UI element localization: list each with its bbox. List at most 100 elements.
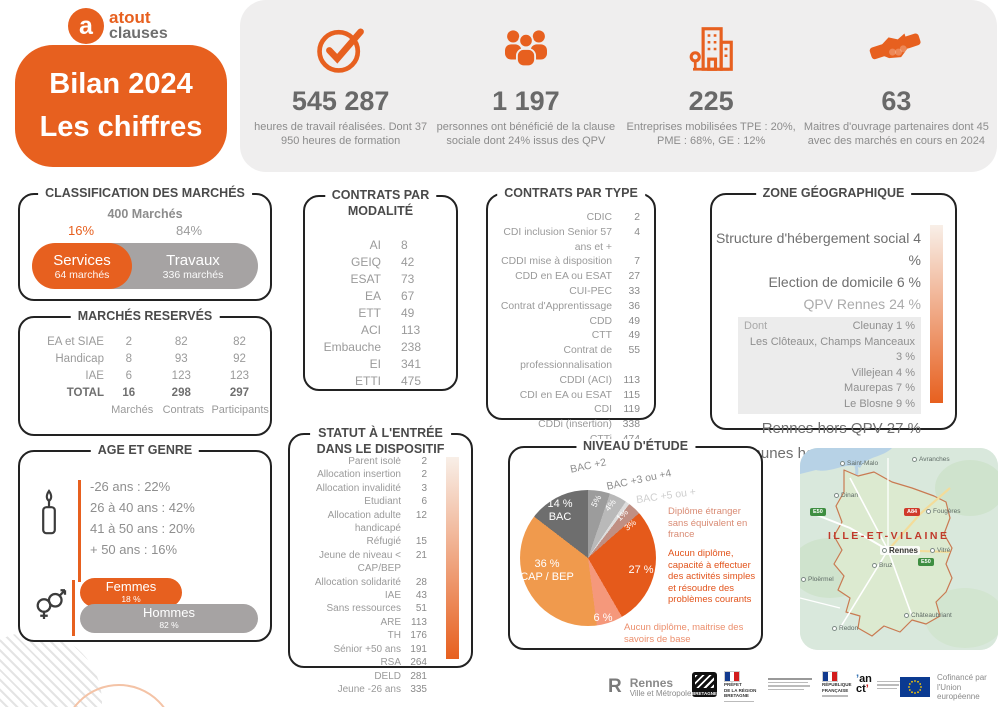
district-value: 7 % (896, 382, 915, 394)
handshake-icon (866, 18, 926, 80)
list-item: Jeune -26 ans 335 (298, 683, 427, 696)
education-level-box: NIVEAU D'ÉTUDE 14 % BAC 36 % CAP / BEP 2… (508, 439, 763, 650)
list-item: Contrat de professionnalisation 55 (494, 344, 640, 374)
stat-value: 545 287 (291, 86, 390, 116)
map-road-badge: E50 (918, 558, 934, 566)
qpv-label: QPV Rennes (803, 296, 886, 312)
map-city-label: Bruz (872, 562, 892, 569)
item-label: ESAT (350, 272, 381, 286)
item-label: EI (369, 357, 381, 371)
age-line: 41 à 50 ans : 20% (90, 521, 195, 536)
item-value: 49 (628, 330, 640, 342)
logo-word-top: atout (109, 8, 151, 27)
item-value: 49 (628, 315, 640, 327)
eu-cofunding-text: Cofinancé par l'Union européenne (937, 673, 987, 701)
list-item: ETT 49 (305, 305, 456, 322)
bretagne-flag-mark (695, 675, 714, 688)
list-item: Jeune de niveau < CAP/BEP 21 (298, 549, 427, 576)
niveau-etude-pie (520, 490, 656, 626)
classification-box: CLASSIFICATION DES MARCHÉS 400 Marchés 1… (18, 186, 272, 301)
district-label: Villejean (851, 366, 893, 379)
total-label: TOTAL (66, 387, 104, 399)
map-city-label: Châteaubriant (904, 612, 952, 619)
age-accent-line (78, 480, 81, 582)
candle-icon (36, 488, 62, 547)
partner-text-block (768, 676, 812, 690)
hommes-label: Hommes (142, 604, 195, 620)
age-list: -26 ans : 22% 26 à 40 ans : 42% 41 à 50 an… (90, 476, 195, 560)
list-item: CDD en EA ou ESAT 27 (494, 270, 640, 285)
list-item: ETTI 475 (305, 373, 456, 390)
row-contrats: 82 (174, 336, 188, 348)
item-label: Embauche (323, 340, 381, 354)
qpv-line: QPV Rennes 24 % (712, 293, 955, 315)
item-value: 338 (622, 419, 640, 431)
list-item: AI 8 (305, 237, 456, 254)
age-gender-box: AGE ET GENRE -26 ans : 22% 26 à 40 ans : … (18, 443, 272, 642)
anct-line1: an (859, 673, 872, 685)
item-label: CDIC (586, 212, 612, 223)
item-label: CDD (589, 315, 612, 327)
list-item: CUI-PEC 33 (494, 285, 640, 300)
list-item: DELD 281 (298, 670, 427, 683)
contracts-by-type-box: CONTRATS PAR TYPE CDIC 2 CDI inclusion S… (486, 186, 656, 445)
list-item: CDIC 2 (494, 211, 640, 226)
title-line1: STATUT À L'ENTRÉE (318, 426, 443, 440)
age-line: -26 ans : 22% (90, 479, 171, 494)
item-value: 27 (628, 271, 640, 283)
item-label: CDI en EA ou ESAT (519, 389, 612, 401)
list-item: CDDi (insertion) 338 (494, 418, 640, 433)
item-label: Jeune -26 ans (337, 683, 401, 695)
services-label: Services (53, 251, 111, 269)
gender-accent-line (72, 580, 75, 636)
table-row: IAE 6 123 123 (20, 368, 270, 385)
prefet-line3: BRETAGNE (724, 693, 749, 698)
item-value: 2 (421, 456, 427, 467)
list-item: Réfugié 15 (298, 535, 427, 548)
zone-big-line: Rennes hors QPV 27 % (712, 416, 955, 441)
row-participants: 82 (233, 336, 246, 348)
list-item: CDD 49 (494, 315, 640, 330)
type-list: CDIC 2 CDI inclusion Senior 57 ans et + … (494, 211, 640, 448)
map-road-badge: E50 (810, 508, 826, 516)
age-gender-title: AGE ET GENRE (90, 443, 200, 457)
list-item: Etudiant 6 (298, 495, 427, 508)
bretagne-label: BRETAGNE (692, 691, 717, 696)
title-line1: Bilan 2024 (49, 68, 193, 100)
qpv-detail-line: Villejean 4 % (744, 366, 915, 382)
eu-cofunding-logo: Cofinancé par l'Union européenne (900, 673, 999, 702)
map-city-label: Ploërmel (801, 576, 834, 583)
item-value: 8 (401, 238, 408, 252)
geographic-zone-title: ZONE GÉOGRAPHIQUE (755, 186, 912, 200)
rf-line2: FRANÇAISE (822, 687, 849, 693)
qpv-detail-line: Cleunay 1 % (744, 319, 915, 335)
item-value: 191 (410, 643, 427, 655)
entry-status-box: STATUT À L'ENTRÉE DANS LE DISPOSITIF Par… (288, 425, 473, 695)
item-value: 264 (410, 657, 427, 669)
list-item: ARE 113 (298, 616, 427, 629)
bac-name: BAC (548, 511, 572, 523)
list-item: GEIQ 42 (305, 254, 456, 271)
item-label: ARE (380, 616, 401, 628)
item-value: 113 (411, 616, 427, 628)
item-label: Allocation solidarité (314, 576, 401, 588)
prefet-line2: DE LA RÉGION (724, 687, 757, 693)
zone-line: Election de domicile 6 % (712, 271, 955, 293)
item-value: 475 (401, 374, 422, 388)
stat-desc: personnes ont bénéficié de la clause soc… (436, 121, 616, 147)
district-label: Les Clôteaux, Champs Manceaux (749, 335, 915, 348)
list-item: Parent isolé 2 (298, 455, 427, 468)
pie-callout-bac34: BAC +3 ou +4 (605, 467, 673, 493)
item-label: ACI (360, 323, 381, 337)
list-item: ESAT 73 (305, 271, 456, 288)
item-value: 73 (401, 272, 415, 286)
status-gradient-bar (446, 457, 459, 659)
map-city-label: Dinan (834, 492, 858, 499)
list-item: Sénior +50 ans 191 (298, 643, 427, 656)
entry-status-title: STATUT À L'ENTRÉE DANS LE DISPOSITIF (309, 425, 452, 457)
pie-callout-aucun: Aucun diplôme, capacité à effectuer des … (668, 548, 756, 605)
list-item: CTT 49 (494, 329, 640, 344)
item-value: 119 (623, 404, 640, 416)
zone-value: 6 % (896, 274, 921, 290)
